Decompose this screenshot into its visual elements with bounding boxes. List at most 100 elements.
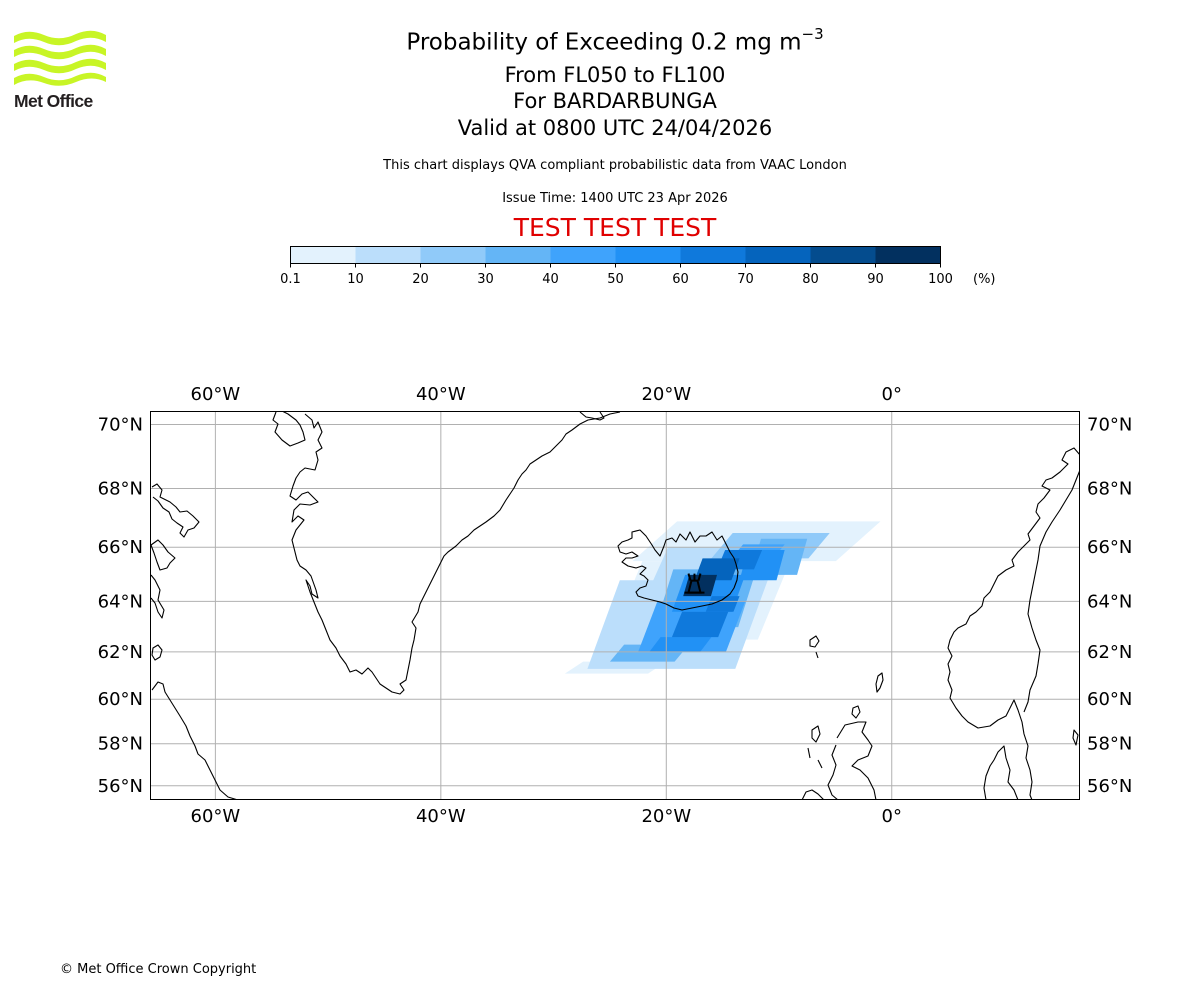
lon-label-bottom: 60°W <box>191 806 241 827</box>
ash-probability-plume <box>564 521 881 674</box>
plume-cell <box>609 644 689 662</box>
colorbar-unit-label: (%) <box>973 272 996 287</box>
copyright: © Met Office Crown Copyright <box>60 962 257 977</box>
colorbar-bin <box>420 246 486 264</box>
colorbar-bin <box>875 246 941 264</box>
chart-description: This chart displays QVA compliant probab… <box>383 158 847 173</box>
level-range: From FL050 to FL100 <box>504 63 726 87</box>
plume-cell <box>587 580 768 669</box>
met-office-waves-icon <box>14 30 106 86</box>
lat-label-left: 70°N <box>98 415 143 436</box>
coastline-labrador-island <box>151 644 163 661</box>
colorbar-tick-label: 80 <box>802 272 819 287</box>
lat-label-right: 62°N <box>1087 642 1132 663</box>
lon-label-top: 20°W <box>641 384 691 405</box>
lat-label-right: 58°N <box>1087 734 1132 755</box>
plume-cell <box>632 521 881 562</box>
plume-cell <box>564 661 667 674</box>
test-banner: TEST TEST TEST <box>513 213 717 242</box>
plume-cell <box>643 547 780 602</box>
title-superscript: −3 <box>801 25 824 43</box>
lon-label-top: 40°W <box>416 384 466 405</box>
coastlines <box>150 411 1080 800</box>
plume-cell <box>649 637 712 652</box>
plume-cell <box>705 596 740 612</box>
volcano-icon <box>684 573 705 594</box>
lon-label-top: 60°W <box>191 384 241 405</box>
coastline-labrador <box>151 681 239 800</box>
issue-time: Issue Time: 1400 UTC 23 Apr 2026 <box>502 191 728 206</box>
lat-label-right: 70°N <box>1087 415 1132 436</box>
plume-cell <box>671 611 729 638</box>
colorbar-bin <box>680 246 746 264</box>
lon-label-bottom: 20°W <box>641 806 691 827</box>
coastline-hebrides <box>807 725 823 769</box>
colorbar-tick-label: 40 <box>542 272 559 287</box>
plume-cell <box>655 569 757 628</box>
lat-label-left: 60°N <box>98 689 143 710</box>
plume-cell <box>671 574 746 612</box>
lat-label-right: 68°N <box>1087 479 1132 500</box>
coastline-shetland <box>875 672 884 693</box>
plume-cell <box>750 538 808 575</box>
colorbar-bin <box>290 246 356 264</box>
lat-label-left: 58°N <box>98 734 143 755</box>
plume-cell <box>739 549 785 581</box>
coastline-sweden <box>1023 469 1080 713</box>
plume-cell <box>683 574 718 597</box>
axis-labels: 60°W 60°W 40°W 40°W 20°W 20°W 0° 0° 70°N 70°N 68°N… <box>98 384 1133 827</box>
coastline-baffin-south <box>150 574 165 619</box>
coastline-norway <box>947 447 1080 800</box>
lat-label-right: 56°N <box>1087 776 1132 797</box>
lat-label-left: 64°N <box>98 591 143 612</box>
plume-cell <box>694 558 740 581</box>
plume-cell <box>717 549 763 570</box>
coastline-scotland <box>801 721 877 800</box>
colorbar-tick-label: 90 <box>867 272 884 287</box>
lon-label-bottom: 40°W <box>416 806 466 827</box>
colorbar-bin <box>745 246 811 264</box>
coastline-greenland-north <box>272 411 306 447</box>
coastline-greenland-west <box>289 411 621 695</box>
colorbar-tick-label: 50 <box>607 272 624 287</box>
colorbar: 0.1 10 20 30 40 50 60 70 80 90 100 (%) <box>280 246 996 287</box>
lat-label-right: 64°N <box>1087 591 1132 612</box>
colorbar-tick-label: 10 <box>347 272 364 287</box>
graticule <box>150 411 1080 800</box>
lat-label-left: 66°N <box>98 537 143 558</box>
coastline-baffin-mid <box>150 539 176 571</box>
coastline-iceland <box>617 529 739 611</box>
coastline-baltic-island <box>1072 729 1079 746</box>
logo-text: Met Office <box>14 91 93 111</box>
plume-cell <box>733 544 785 556</box>
volcano-name: For BARDARBUNGA <box>513 89 717 113</box>
colorbar-tick-label: 100 <box>928 272 953 287</box>
map-frame <box>150 411 1080 800</box>
lat-label-right: 66°N <box>1087 537 1132 558</box>
coastline-orkney <box>851 705 861 719</box>
lat-label-left: 62°N <box>98 642 143 663</box>
lon-label-top: 0° <box>882 384 902 405</box>
colorbar-bin <box>485 246 551 264</box>
coastline-baffin-north <box>151 483 200 538</box>
coastline-greenland-east-north <box>579 411 605 421</box>
lat-label-right: 60°N <box>1087 689 1132 710</box>
colorbar-bin <box>810 246 876 264</box>
colorbar-bin <box>550 246 616 264</box>
colorbar-tick-label: 20 <box>412 272 429 287</box>
met-office-logo: Met Office <box>14 30 110 112</box>
coastline-denmark <box>983 745 1019 800</box>
plume-cell <box>609 561 791 640</box>
coastline-faroe <box>809 635 820 659</box>
colorbar-tick-label: 70 <box>737 272 754 287</box>
chart-title: Probability of Exceeding 0.2 mg m−3 <box>0 25 1200 56</box>
plume-cell <box>638 601 746 652</box>
colorbar-tick-label: 30 <box>477 272 494 287</box>
valid-time: Valid at 0800 UTC 24/04/2026 <box>457 116 773 140</box>
colorbar-bin <box>615 246 681 264</box>
lat-label-left: 56°N <box>98 776 143 797</box>
colorbar-tick-label: 60 <box>672 272 689 287</box>
plume-cell <box>711 532 830 559</box>
title-text: Probability of Exceeding 0.2 mg m <box>406 29 802 56</box>
lon-label-bottom: 0° <box>882 806 902 827</box>
